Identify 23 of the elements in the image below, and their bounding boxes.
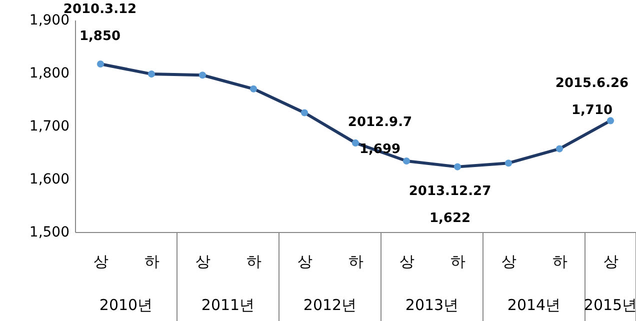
x-tick-label: 하 <box>348 252 364 270</box>
x-tick-label: 상 <box>94 252 108 270</box>
y-tick-label: 1,600 <box>29 172 70 188</box>
annotation: 2013.12.27 1,622 <box>408 184 492 226</box>
x-tick-label: 하 <box>144 252 160 270</box>
y-tick-label: 1,700 <box>29 118 70 134</box>
text: 2014년 <box>507 296 561 314</box>
text: 2015년 <box>584 296 636 314</box>
y-tick-label: 1,500 <box>29 224 70 240</box>
text: 2011년 <box>201 296 255 314</box>
y-tick-label: 1,800 <box>29 66 70 82</box>
x-tick-label: 상 <box>604 252 618 270</box>
text: 2012년 <box>303 296 357 314</box>
x-tick-label: 하 <box>450 252 466 270</box>
x-tick-label: 하 <box>552 252 568 270</box>
x-tick-label: 상 <box>502 252 516 270</box>
x-tick-label: 상 <box>196 252 210 270</box>
annotation: 2015.6.26 1,710 <box>555 76 629 118</box>
x-tick-label: 상 <box>400 252 414 270</box>
text: 2013년 <box>405 296 459 314</box>
x-tick-label: 하 <box>246 252 262 270</box>
text: 2010년 <box>99 296 153 314</box>
x-tick-label: 상 <box>298 252 312 270</box>
